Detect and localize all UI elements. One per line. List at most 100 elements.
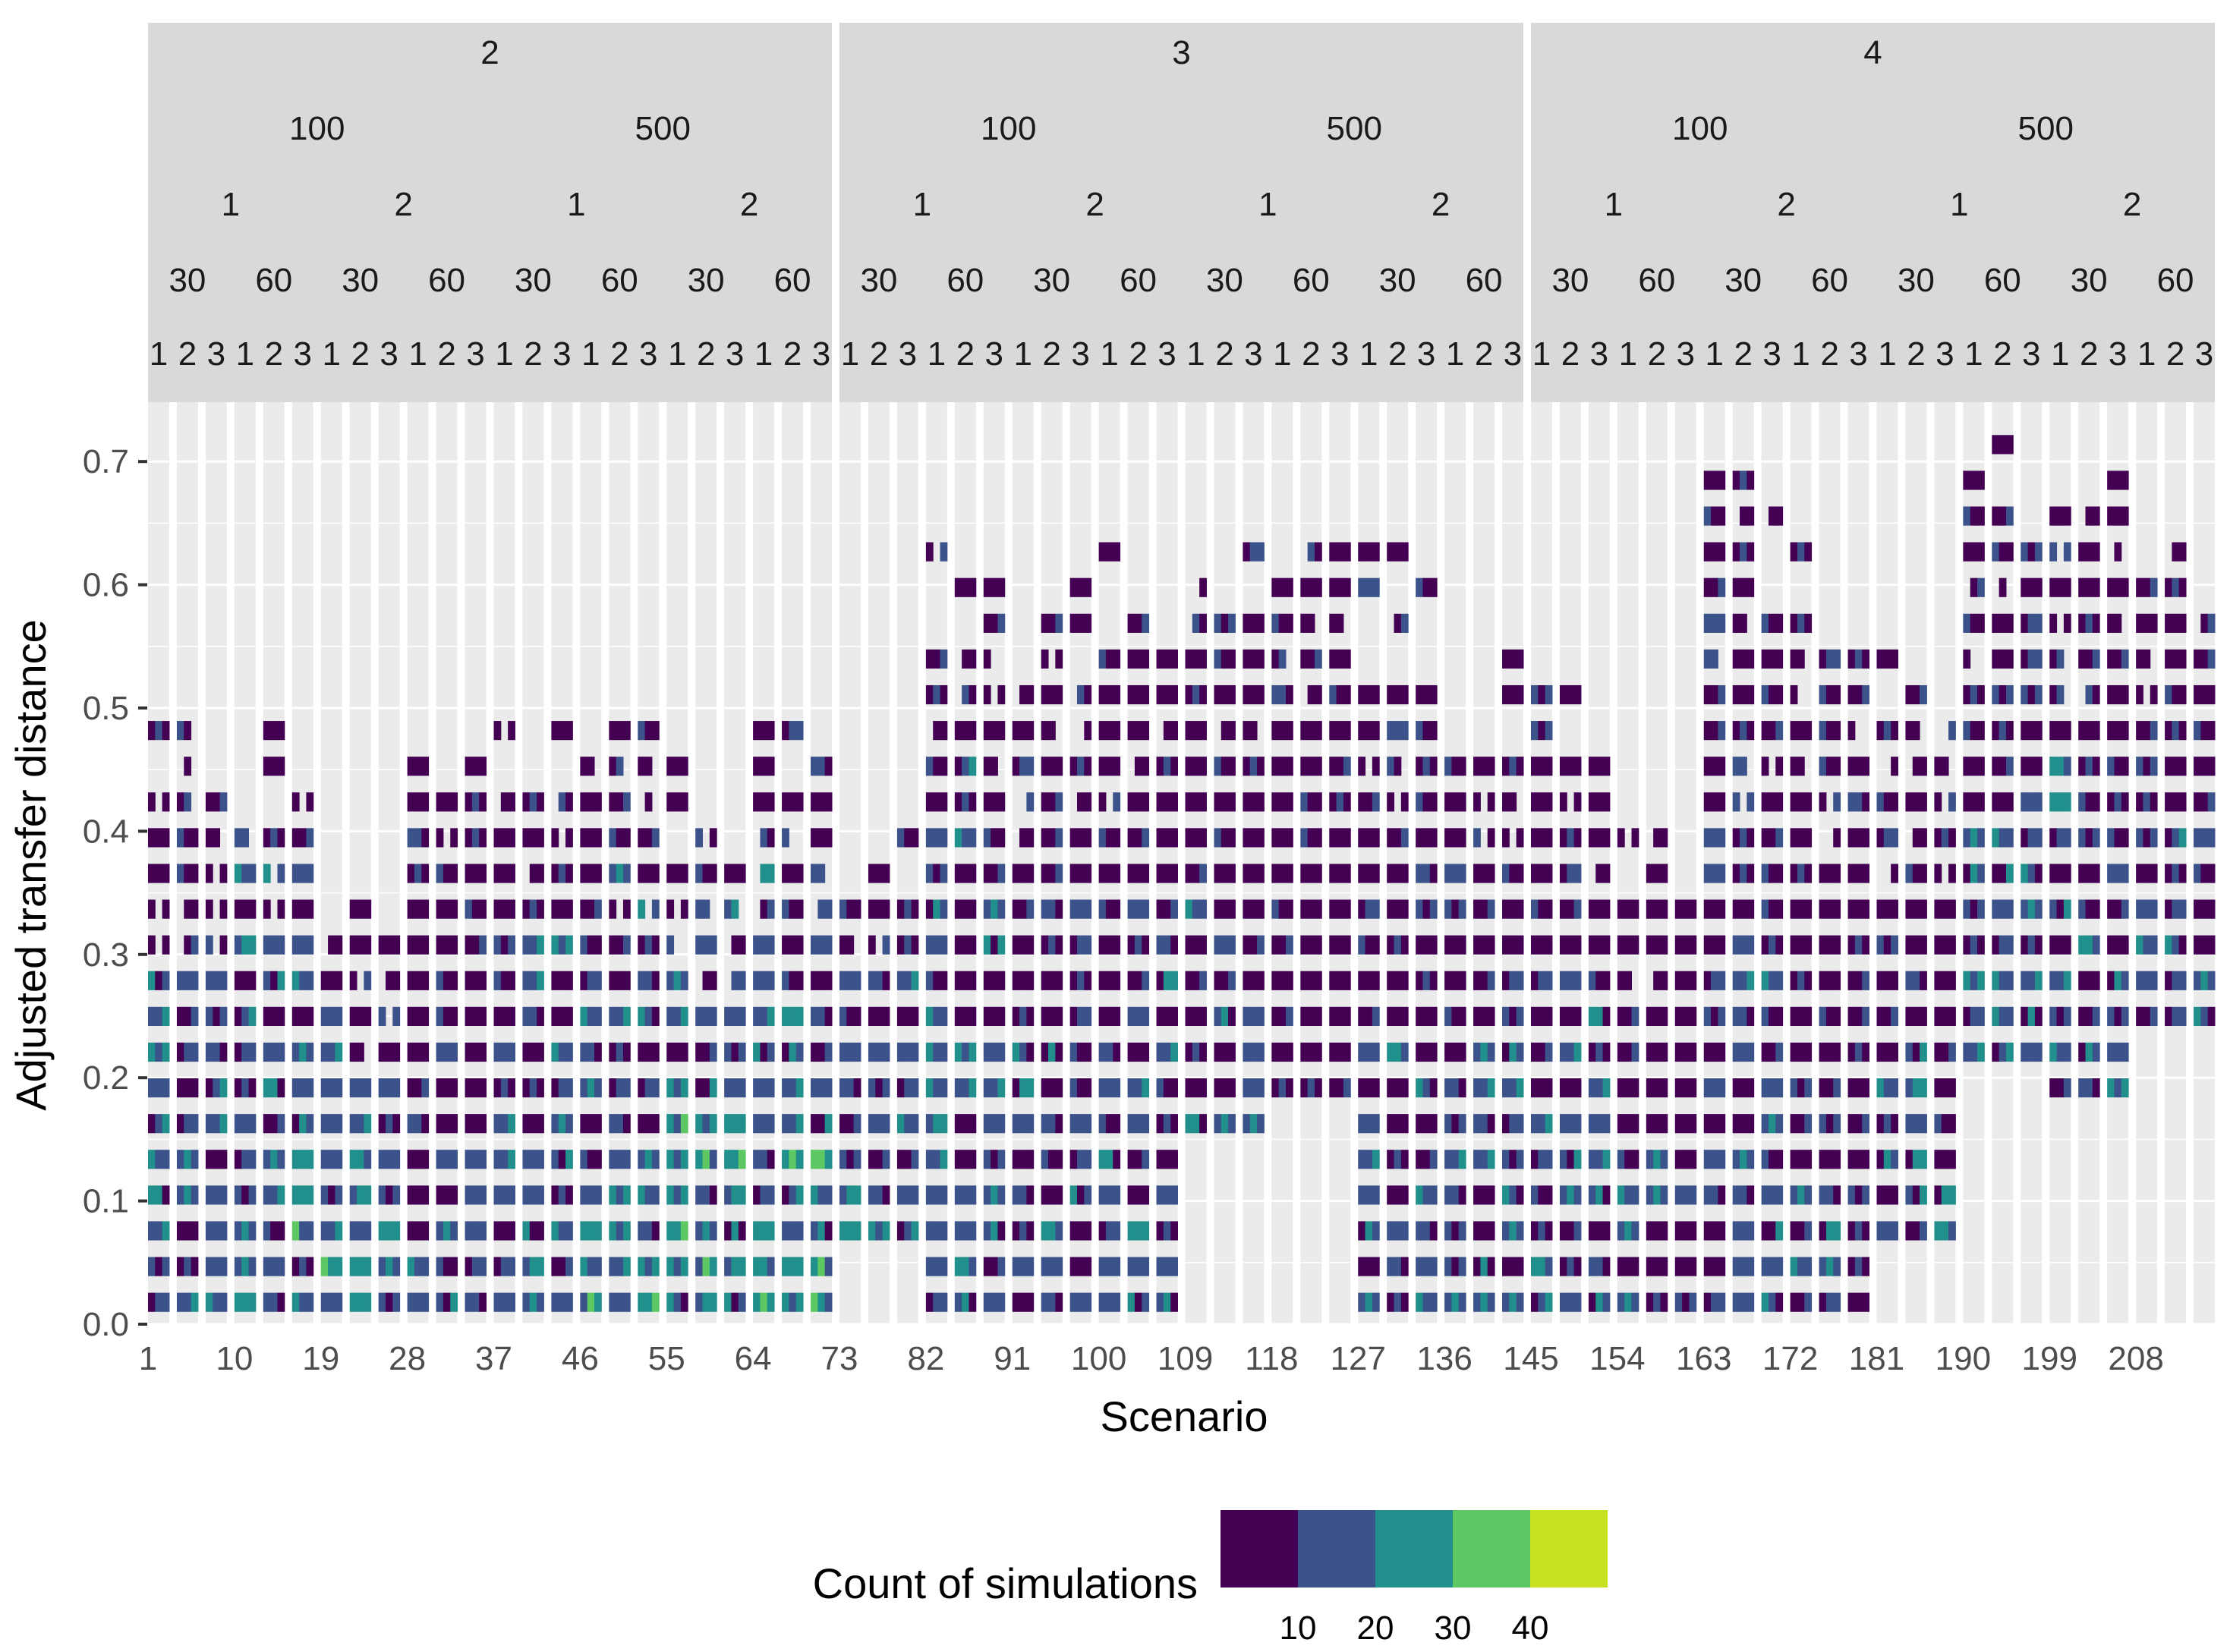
heatmap-cell bbox=[1747, 649, 1755, 669]
heatmap-cell bbox=[1775, 1150, 1784, 1169]
heatmap-cell bbox=[1185, 1078, 1193, 1098]
heatmap-cell bbox=[1026, 792, 1035, 812]
heatmap-cell bbox=[2136, 935, 2143, 955]
heatmap-cell bbox=[414, 971, 422, 990]
heatmap-cell bbox=[2114, 864, 2122, 883]
heatmap-cell bbox=[1768, 899, 1776, 919]
heatmap-cell bbox=[1761, 684, 1769, 705]
heatmap-cell bbox=[1775, 1078, 1784, 1098]
heatmap-cell bbox=[1300, 828, 1309, 848]
heatmap-cell bbox=[1732, 613, 1740, 633]
heatmap-cell bbox=[1531, 1114, 1539, 1134]
heatmap-cell bbox=[1416, 757, 1423, 776]
heatmap-cell bbox=[248, 1006, 257, 1026]
heatmap-cell bbox=[529, 864, 537, 883]
y-tick-label: 0.4 bbox=[83, 813, 129, 850]
heatmap-cell bbox=[1740, 864, 1747, 883]
strip-l2-label: 500 bbox=[635, 110, 691, 147]
heatmap-cell bbox=[760, 1292, 768, 1312]
heatmap-cell bbox=[213, 971, 221, 990]
heatmap-cell bbox=[184, 1221, 192, 1241]
heatmap-cell bbox=[364, 1185, 372, 1205]
heatmap-cell bbox=[1458, 1185, 1466, 1205]
heatmap-cell bbox=[1905, 1006, 1913, 1026]
heatmap-cell bbox=[2136, 864, 2143, 883]
y-tick-label: 0.7 bbox=[83, 443, 129, 480]
heatmap-cell bbox=[2034, 1042, 2043, 1062]
heatmap-cell bbox=[1329, 828, 1337, 848]
heatmap-cell bbox=[1055, 1114, 1063, 1134]
heatmap-cell bbox=[1602, 935, 1611, 955]
heatmap-cell bbox=[1069, 1006, 1078, 1026]
heatmap-cell bbox=[335, 1042, 343, 1062]
heatmap-cell bbox=[1394, 1114, 1402, 1134]
heatmap-cell bbox=[839, 1185, 847, 1205]
heatmap-cell bbox=[839, 1042, 847, 1062]
heatmap-cell bbox=[2078, 1042, 2087, 1062]
heatmap-cell bbox=[587, 1006, 595, 1026]
heatmap-cell bbox=[1026, 1114, 1035, 1134]
heatmap-cell bbox=[1451, 757, 1460, 776]
heatmap-cell bbox=[465, 1292, 473, 1312]
heatmap-cell bbox=[991, 935, 998, 955]
heatmap-cell bbox=[1098, 792, 1107, 812]
heatmap-cell bbox=[702, 935, 710, 955]
heatmap-cell bbox=[529, 935, 537, 955]
heatmap-cell bbox=[1286, 613, 1293, 633]
heatmap-cell bbox=[1019, 1042, 1027, 1062]
heatmap-cell bbox=[1026, 1078, 1035, 1098]
heatmap-cell bbox=[2063, 971, 2071, 990]
heatmap-cell bbox=[760, 971, 768, 990]
heatmap-cell bbox=[1142, 649, 1150, 669]
heatmap-cell bbox=[1876, 1006, 1885, 1026]
heatmap-cell bbox=[2114, 613, 2122, 633]
strip-l3-label: 1 bbox=[1258, 186, 1277, 223]
heatmap-cell bbox=[1682, 1042, 1690, 1062]
strip-l5-bg bbox=[1069, 326, 1091, 402]
heatmap-cell bbox=[1048, 721, 1056, 741]
heatmap-cell bbox=[205, 1114, 213, 1134]
strip-l4-label: 60 bbox=[1120, 262, 1157, 299]
heatmap-cell bbox=[1891, 1221, 1898, 1241]
heatmap-cell bbox=[1948, 1150, 1956, 1169]
strip-l5-label: 2 bbox=[524, 335, 542, 373]
heatmap-cell bbox=[1278, 721, 1287, 741]
heatmap-cell bbox=[1019, 1078, 1027, 1098]
heatmap-cell bbox=[969, 899, 977, 919]
heatmap-cell bbox=[1127, 828, 1135, 848]
heatmap-cell bbox=[1422, 1078, 1431, 1098]
heatmap-cell bbox=[1732, 899, 1740, 919]
heatmap-cell bbox=[1992, 828, 2000, 848]
strip-l5-bg bbox=[263, 326, 285, 402]
heatmap-cell bbox=[1076, 684, 1085, 705]
heatmap-cell bbox=[824, 1042, 833, 1062]
heatmap-cell bbox=[1646, 899, 1654, 919]
heatmap-cell bbox=[1740, 506, 1747, 526]
heatmap-cell bbox=[306, 971, 314, 990]
strip-l5-bg bbox=[1444, 326, 1466, 402]
heatmap-cell bbox=[191, 1150, 199, 1169]
heatmap-cell bbox=[1429, 935, 1438, 955]
heatmap-cell bbox=[622, 721, 631, 741]
strip-l5-label: 3 bbox=[2195, 335, 2213, 373]
heatmap-cell bbox=[1105, 971, 1113, 990]
heatmap-cell bbox=[1573, 1221, 1582, 1241]
heatmap-cell bbox=[1300, 792, 1309, 812]
heatmap-cell bbox=[983, 1150, 991, 1169]
heatmap-cell bbox=[983, 935, 991, 955]
heatmap-cell bbox=[738, 1257, 746, 1276]
heatmap-cell bbox=[2121, 649, 2129, 669]
heatmap-cell bbox=[1718, 1150, 1726, 1169]
heatmap-cell bbox=[2027, 899, 2036, 919]
heatmap-cell bbox=[1854, 684, 1863, 705]
heatmap-cell bbox=[1761, 1042, 1769, 1062]
heatmap-cell bbox=[622, 1150, 631, 1169]
heatmap-cell bbox=[1098, 1006, 1107, 1026]
heatmap-cell bbox=[1429, 1292, 1438, 1312]
heatmap-cell bbox=[1271, 828, 1280, 848]
heatmap-cell bbox=[1775, 506, 1784, 526]
heatmap-cell bbox=[2114, 684, 2122, 705]
heatmap-cell bbox=[1740, 1257, 1747, 1276]
heatmap-cell bbox=[479, 1006, 487, 1026]
heatmap-cell bbox=[1718, 792, 1726, 812]
